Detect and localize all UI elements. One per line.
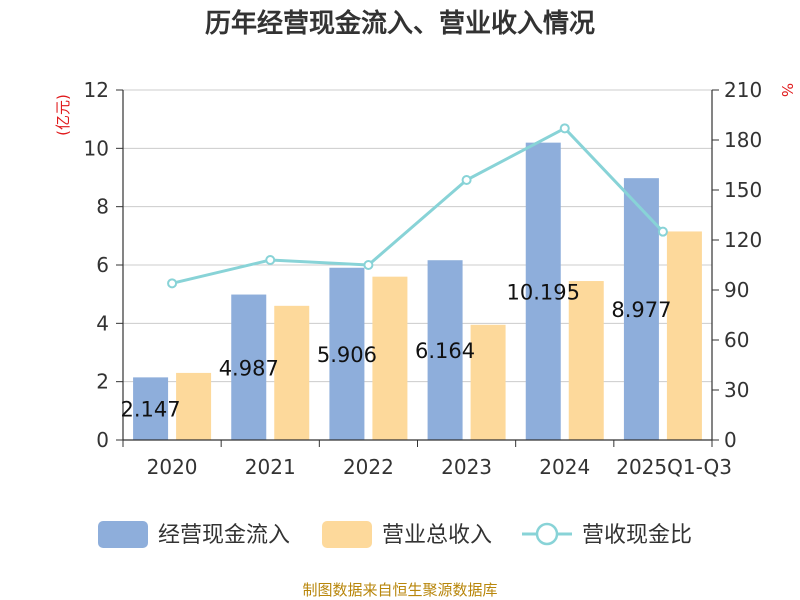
- right-tick-label: 30: [724, 378, 749, 402]
- x-tick-label: 2025Q1-Q3: [616, 455, 732, 479]
- right-tick-label: 210: [724, 78, 762, 102]
- left-tick-label: 10: [84, 136, 109, 160]
- bar: [133, 377, 169, 440]
- data-labels: 2.147 4.987 5.906 6.164 10.195 8.977: [121, 280, 672, 421]
- left-tick-label: 4: [96, 311, 109, 335]
- line-point: [167, 278, 178, 289]
- line-path: [171, 126, 665, 285]
- legend-label: 经营现金流入: [158, 523, 290, 548]
- bar: [176, 372, 212, 440]
- bar: [231, 294, 267, 440]
- x-tick-label: 2020: [147, 455, 198, 479]
- right-tick-label: 150: [724, 178, 762, 202]
- right-axis-unit: %: [778, 83, 796, 97]
- bar: [470, 324, 506, 440]
- line-point: [559, 123, 570, 134]
- left-tick-label: 6: [96, 253, 109, 277]
- x-tick-label: 2021: [245, 455, 296, 479]
- x-tick-label: 2024: [539, 455, 590, 479]
- line-point: [363, 260, 374, 270]
- right-tick-label: 60: [724, 328, 749, 352]
- bar: [666, 231, 702, 440]
- data-label: 6.164: [415, 339, 475, 363]
- bar: [372, 276, 408, 440]
- legend: 经营现金流入 营业总收入 营收现金比: [98, 521, 692, 548]
- right-tick-label: 0: [724, 428, 737, 452]
- left-tick-label: 0: [96, 428, 109, 452]
- bar: [329, 267, 365, 440]
- left-tick-label: 2: [96, 370, 109, 394]
- line-point: [265, 255, 276, 265]
- data-label: 5.906: [317, 343, 377, 367]
- bar-series: [133, 142, 702, 441]
- right-tick-label: 180: [724, 128, 762, 152]
- x-tick-label: 2023: [441, 455, 492, 479]
- left-tick-label: 12: [84, 78, 109, 102]
- right-tick-label: 90: [724, 278, 749, 302]
- data-label: 10.195: [507, 280, 580, 304]
- line-point: [657, 226, 668, 237]
- bar: [568, 281, 604, 440]
- source-note: 制图数据来自恒生聚源数据库: [302, 581, 497, 599]
- left-tick-label: 8: [96, 195, 109, 219]
- line-point: [461, 175, 472, 185]
- bar: [427, 260, 463, 440]
- legend-swatch: [322, 521, 372, 548]
- legend-label: 营业总收入: [382, 523, 492, 548]
- legend-swatch: [98, 521, 148, 548]
- legend-marker: [535, 522, 559, 546]
- data-label: 4.987: [219, 356, 279, 380]
- chart-title: 历年经营现金流入、营业收入情况: [205, 8, 595, 39]
- x-tick-label: 2022: [343, 455, 394, 479]
- bar: [525, 142, 561, 441]
- grid-lines: [123, 89, 712, 383]
- data-label: 8.977: [611, 298, 671, 322]
- right-tick-label: 120: [724, 228, 762, 252]
- line-series: [167, 123, 668, 289]
- left-axis-unit: (亿元): [54, 94, 72, 136]
- legend-label: 营收现金比: [582, 523, 692, 548]
- bar: [274, 305, 310, 440]
- data-label: 2.147: [121, 398, 181, 422]
